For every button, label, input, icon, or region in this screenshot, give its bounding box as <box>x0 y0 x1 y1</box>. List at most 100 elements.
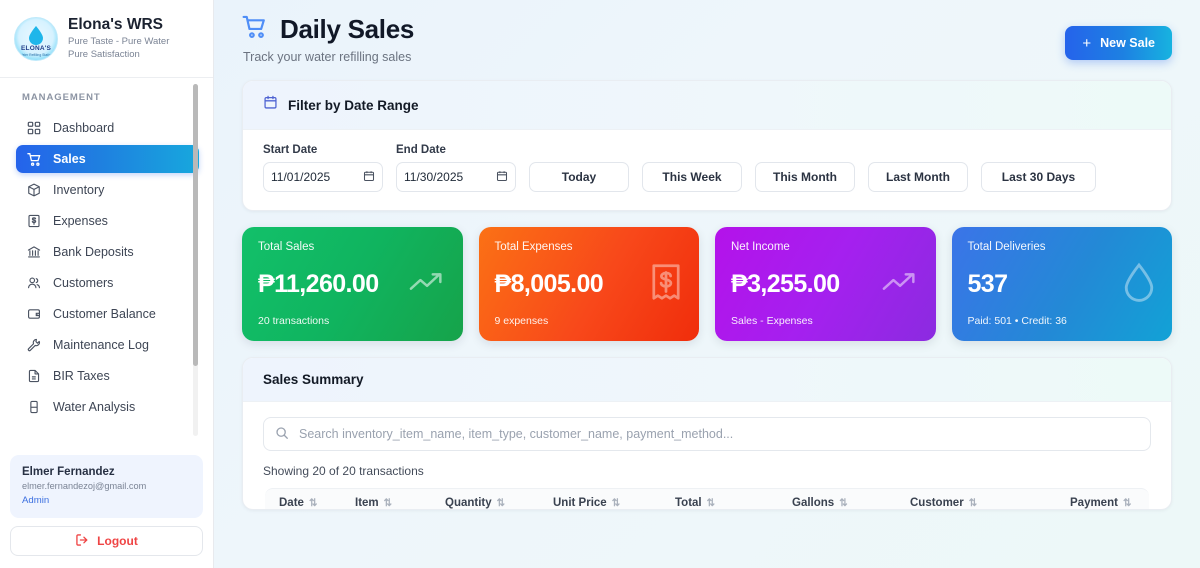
new-sale-label: New Sale <box>1100 36 1155 50</box>
filter-last-month-button[interactable]: Last Month <box>868 162 968 192</box>
page-title: Daily Sales <box>280 14 415 44</box>
grid-icon <box>26 120 42 136</box>
transactions-table-header: Date ⇅ Item ⇅ Quantity ⇅ Unit Price ⇅ <box>265 488 1149 509</box>
column-header-gallons[interactable]: Gallons ⇅ <box>792 497 848 509</box>
stat-value: ₱3,255.00 <box>731 269 840 298</box>
end-date-label: End Date <box>396 144 446 156</box>
sort-icon[interactable]: ⇅ <box>1122 497 1131 509</box>
stat-label: Net Income <box>731 241 790 253</box>
brand-tagline-1: Pure Taste - Pure Water <box>68 35 170 47</box>
sidebar-scrollbar[interactable] <box>193 84 198 436</box>
start-date-group: Start Date 11/01/2025 <box>263 144 383 192</box>
sidebar-item-expenses[interactable]: Expenses <box>16 207 199 235</box>
filter-card: Filter by Date Range Start Date 11/01/20… <box>242 80 1172 211</box>
trend-up-icon <box>409 270 447 299</box>
sidebar-item-label: Maintenance Log <box>53 338 149 352</box>
flask-icon <box>26 399 42 415</box>
column-header-quantity[interactable]: Quantity ⇅ <box>445 497 505 509</box>
brand-name: Elona's WRS <box>68 15 163 33</box>
filter-this-month-button[interactable]: This Month <box>755 162 855 192</box>
start-date-input[interactable]: 11/01/2025 <box>263 162 383 192</box>
showing-count: Showing 20 of 20 transactions <box>263 464 424 478</box>
column-header-payment[interactable]: Payment ⇅ <box>1070 497 1131 509</box>
main-content: Daily Sales Track your water refilling s… <box>214 0 1200 568</box>
search-input[interactable] <box>263 417 1151 451</box>
stat-footnote: 20 transactions <box>258 315 330 327</box>
new-sale-button[interactable]: + New Sale <box>1065 26 1172 60</box>
stat-value: ₱8,005.00 <box>494 269 604 298</box>
sidebar-item-sales[interactable]: Sales <box>16 145 199 173</box>
sidebar: ELONA'S Water Refilling Station Elona's … <box>0 0 214 568</box>
stat-value-row: ₱3,255.00 <box>731 270 920 299</box>
logo-wordmark: ELONA'S <box>20 45 52 52</box>
wrench-icon <box>26 337 42 353</box>
sales-summary-header: Sales Summary <box>243 358 1171 402</box>
sort-icon[interactable]: ⇅ <box>839 497 847 509</box>
sidebar-item-bir-taxes[interactable]: BIR Taxes <box>16 362 199 390</box>
sidebar-item-label: Customers <box>53 276 114 290</box>
filter-last-30-days-button[interactable]: Last 30 Days <box>981 162 1096 192</box>
column-header-unit-price[interactable]: Unit Price ⇅ <box>553 497 620 509</box>
document-icon <box>26 368 42 384</box>
sort-icon[interactable]: ⇅ <box>383 497 392 509</box>
end-date-input[interactable]: 11/30/2025 <box>396 162 516 192</box>
page-title-row: Daily Sales <box>242 14 414 45</box>
filter-card-header: Filter by Date Range <box>243 81 1171 130</box>
column-header-date[interactable]: Date ⇅ <box>279 497 317 509</box>
sort-icon[interactable]: ⇅ <box>706 497 715 509</box>
sidebar-item-label: Water Analysis <box>53 400 136 414</box>
users-icon <box>26 275 42 291</box>
filter-today-button[interactable]: Today <box>529 162 629 192</box>
sidebar-item-maintenance-log[interactable]: Maintenance Log <box>16 331 199 359</box>
plus-icon: + <box>1082 34 1092 52</box>
sidebar-item-bank-deposits[interactable]: Bank Deposits <box>16 238 199 266</box>
calendar-icon[interactable] <box>363 170 375 185</box>
stat-card-total-sales: Total Sales ₱11,260.00 20 transactions <box>242 227 463 341</box>
sidebar-item-dashboard[interactable]: Dashboard <box>16 114 199 142</box>
end-date-value: 11/30/2025 <box>404 170 464 184</box>
calendar-icon[interactable] <box>496 170 508 185</box>
sidebar-item-water-analysis[interactable]: Water Analysis <box>16 393 199 421</box>
sidebar-item-customer-balance[interactable]: Customer Balance <box>16 300 199 328</box>
trend-up-icon <box>882 270 920 299</box>
nav-section-title: MANAGEMENT <box>22 92 101 103</box>
brand-header: ELONA'S Water Refilling Station Elona's … <box>0 0 213 78</box>
stat-value-row: 537 <box>968 262 1157 307</box>
stat-card-total-expenses: Total Expenses ₱8,005.00 9 expenses <box>478 227 699 341</box>
stat-label: Total Sales <box>258 241 315 253</box>
receipt-dollar-icon <box>26 213 42 229</box>
column-header-item[interactable]: Item ⇅ <box>355 497 392 509</box>
sidebar-item-label: Dashboard <box>53 121 115 135</box>
sidebar-item-inventory[interactable]: Inventory <box>16 176 199 204</box>
filter-this-week-button[interactable]: This Week <box>642 162 742 192</box>
sidebar-scrollbar-thumb[interactable] <box>193 84 198 366</box>
filter-body: Start Date 11/01/2025 End Date 11/30/202… <box>243 130 1171 210</box>
start-date-label: Start Date <box>263 144 318 156</box>
sidebar-item-label: BIR Taxes <box>53 369 110 383</box>
sidebar-nav: MANAGEMENT Dashboard Sales Inventory <box>0 78 213 455</box>
stat-value-row: ₱8,005.00 <box>495 263 684 306</box>
sort-icon[interactable]: ⇅ <box>308 497 317 509</box>
stat-footnote: 9 expenses <box>494 315 549 327</box>
calendar-icon <box>263 95 278 115</box>
sidebar-item-customers[interactable]: Customers <box>16 269 199 297</box>
logo: ELONA'S Water Refilling Station <box>14 16 58 61</box>
sort-icon[interactable]: ⇅ <box>496 497 505 509</box>
logout-button[interactable]: Logout <box>10 526 203 556</box>
sales-summary-title: Sales Summary <box>263 372 364 387</box>
water-drop-icon <box>1122 262 1156 307</box>
column-header-customer[interactable]: Customer ⇅ <box>910 497 977 509</box>
stat-label: Total Deliveries <box>967 241 1046 253</box>
filter-card-title: Filter by Date Range <box>288 97 419 113</box>
sort-icon[interactable]: ⇅ <box>611 497 620 509</box>
stat-footnote: Paid: 501 • Credit: 36 <box>967 315 1067 327</box>
sidebar-item-label: Inventory <box>53 183 105 197</box>
bank-icon <box>26 244 42 260</box>
sort-icon[interactable]: ⇅ <box>968 497 977 509</box>
column-header-total[interactable]: Total ⇅ <box>675 497 715 509</box>
cart-icon <box>242 14 268 45</box>
stat-card-total-deliveries: Total Deliveries 537 Paid: 501 • Credit:… <box>951 227 1172 341</box>
sidebar-item-label: Sales <box>53 152 86 166</box>
search-icon <box>275 426 289 445</box>
stat-value: 537 <box>967 269 1009 298</box>
